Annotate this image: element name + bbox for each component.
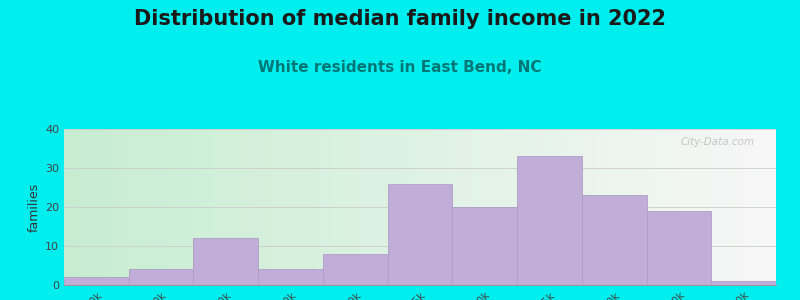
Bar — [517, 156, 582, 285]
Bar — [129, 269, 194, 285]
Bar — [323, 254, 388, 285]
Y-axis label: families: families — [28, 182, 41, 232]
Bar — [388, 184, 452, 285]
Bar — [452, 207, 517, 285]
Text: White residents in East Bend, NC: White residents in East Bend, NC — [258, 60, 542, 75]
Bar — [711, 281, 776, 285]
Bar — [64, 277, 129, 285]
Bar — [194, 238, 258, 285]
Bar — [258, 269, 323, 285]
Bar — [582, 195, 646, 285]
Bar — [646, 211, 711, 285]
Text: City-Data.com: City-Data.com — [681, 137, 754, 147]
Text: Distribution of median family income in 2022: Distribution of median family income in … — [134, 9, 666, 29]
